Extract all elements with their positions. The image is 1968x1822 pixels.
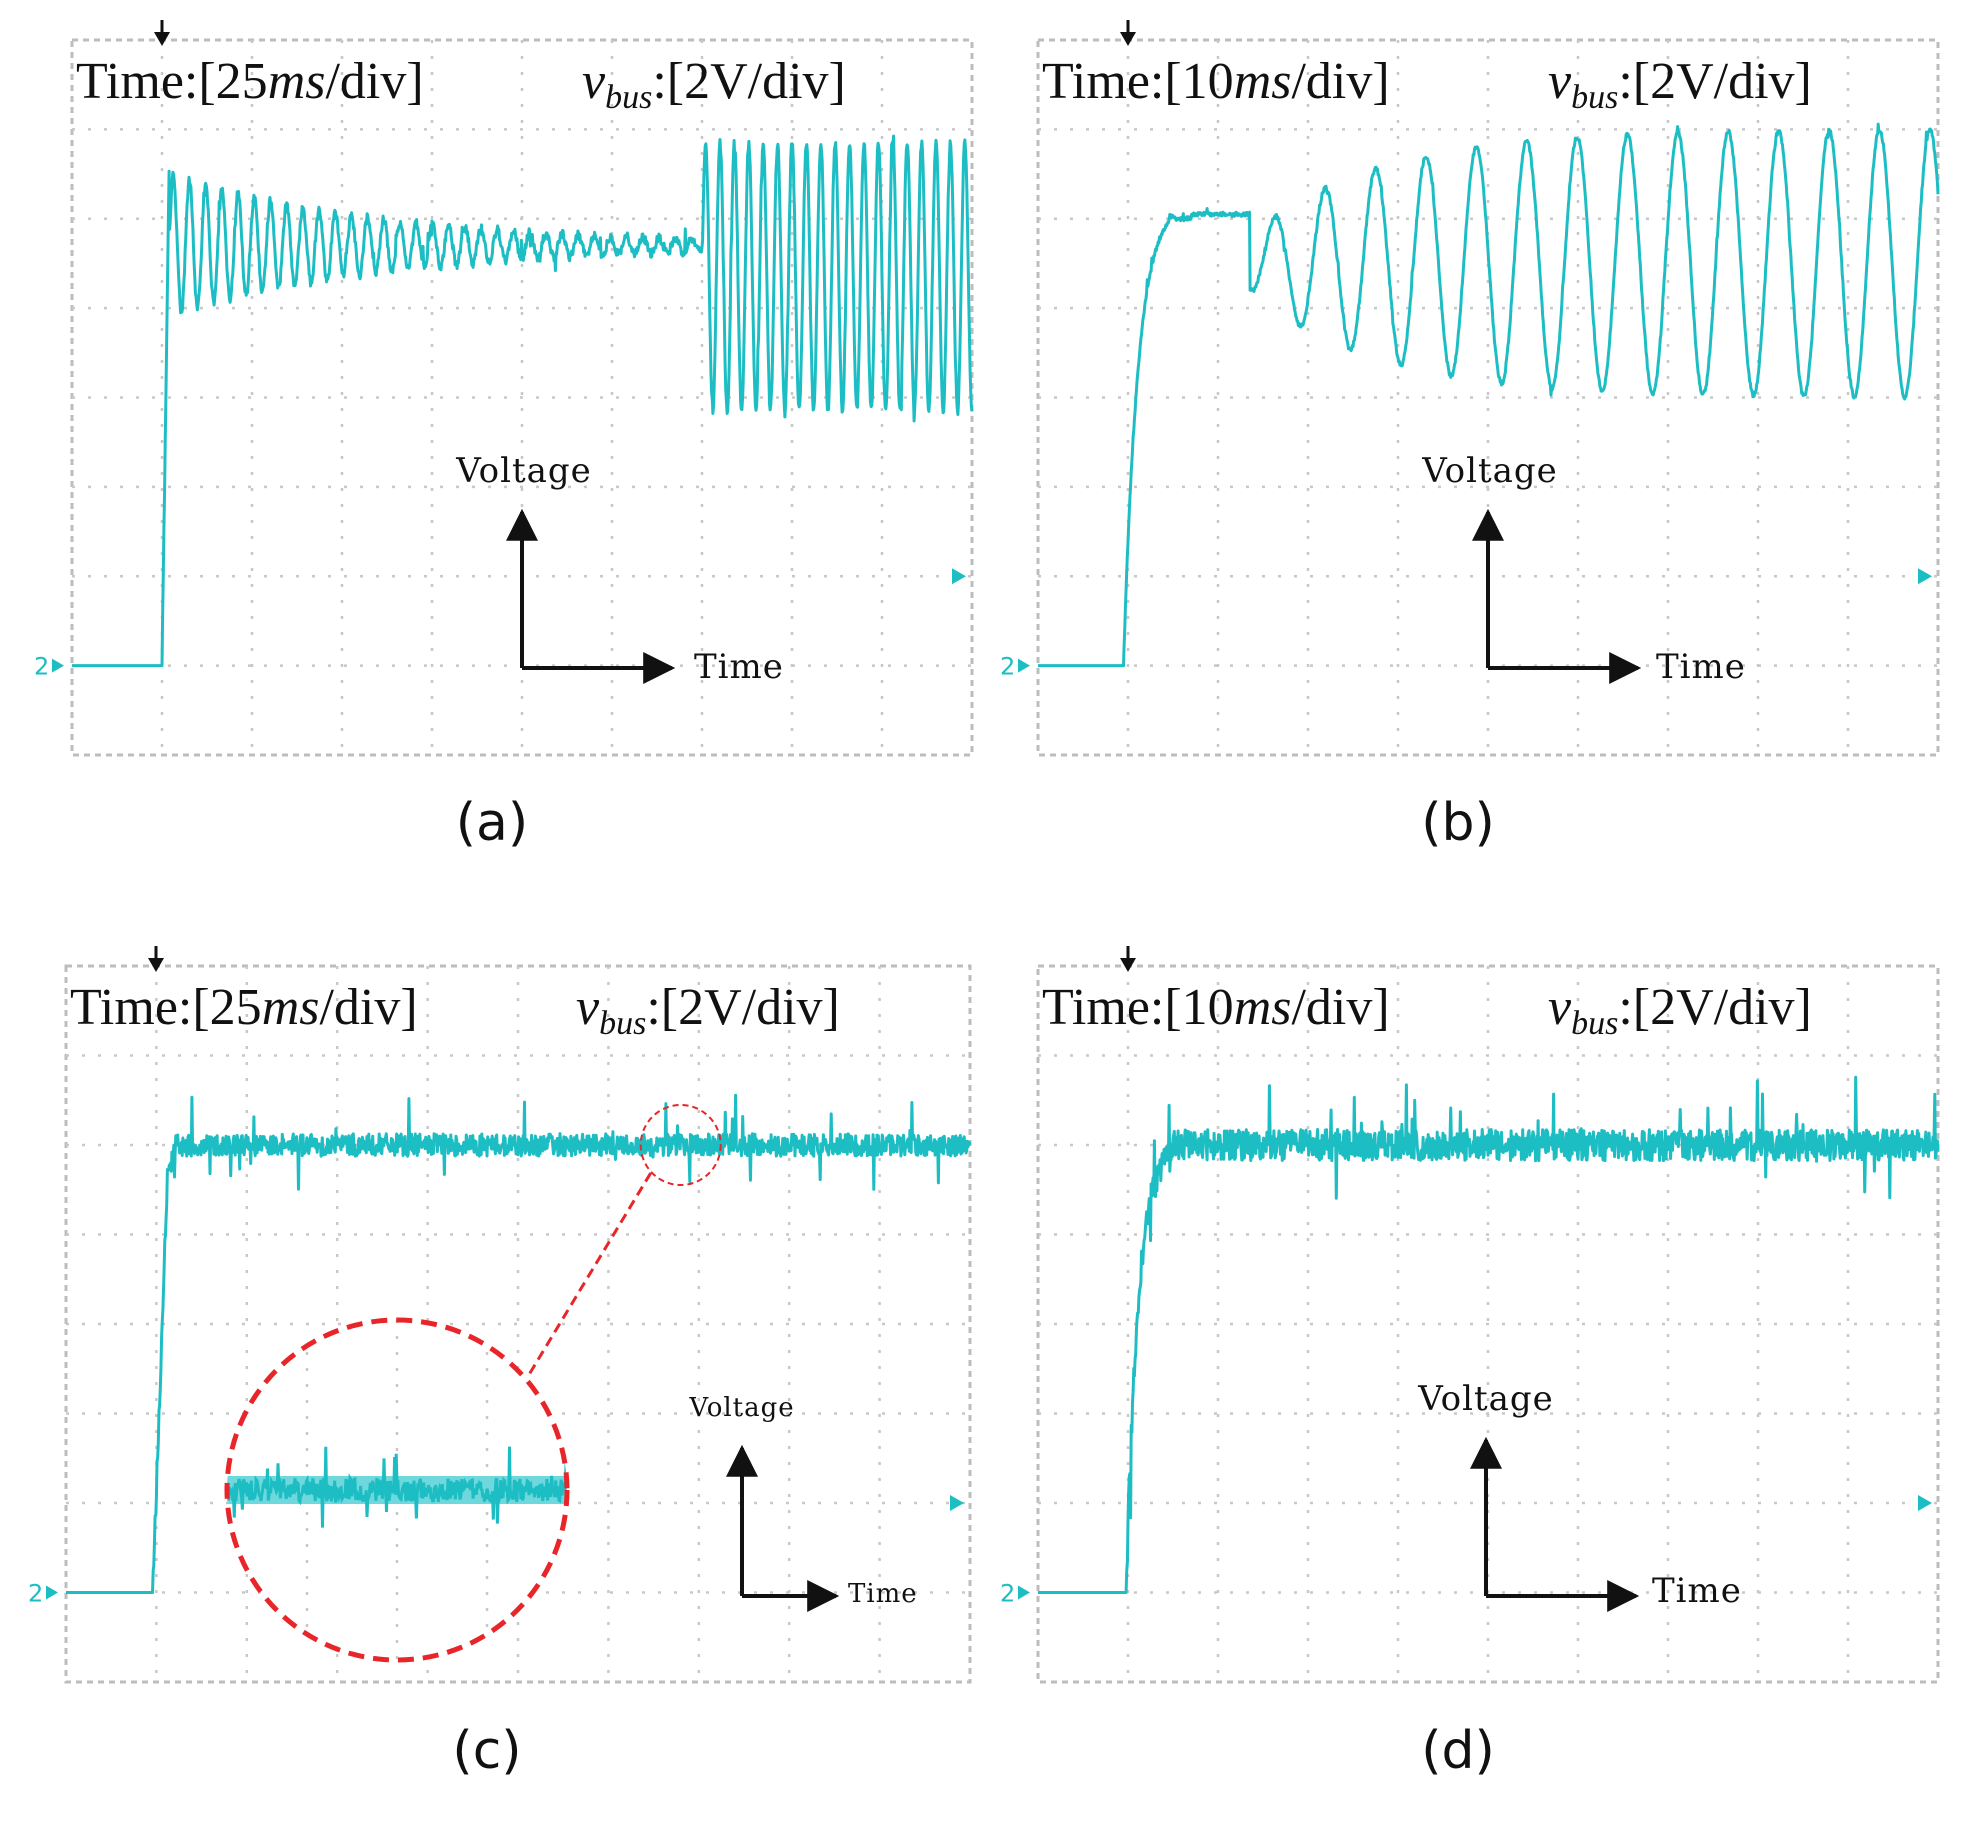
panel-a: 2 Time:[25ms/div] vbus:[2V/div] Voltage Time… bbox=[34, 20, 974, 853]
time-scale-suffix: /div] bbox=[325, 53, 423, 110]
time-axis-label: Time bbox=[1652, 1571, 1742, 1611]
vbus-scale: :[2V/div] bbox=[1618, 53, 1812, 110]
voltage-axis-label: Voltage bbox=[455, 451, 592, 491]
channel-marker-arrow bbox=[1018, 658, 1030, 673]
panel-caption: (d) bbox=[1421, 1721, 1495, 1781]
voltage-trace bbox=[1037, 1075, 1940, 1594]
level-marker bbox=[950, 1495, 964, 1511]
trigger-marker bbox=[1120, 958, 1136, 972]
scope-header: Time:[10ms/div] bbox=[1042, 53, 1390, 110]
scope-header: Time:[10ms/div] bbox=[1042, 979, 1390, 1036]
trigger-marker bbox=[1120, 32, 1136, 46]
vbus-symbol: v bbox=[1548, 979, 1572, 1036]
channel-marker: 2 bbox=[34, 653, 49, 681]
trigger-marker bbox=[154, 32, 170, 46]
vbus-symbol: v bbox=[1548, 53, 1572, 110]
time-scale-prefix: Time:[10 bbox=[1042, 979, 1234, 1036]
trigger-marker bbox=[148, 958, 164, 972]
vbus-subscript: bus bbox=[605, 79, 652, 116]
channel-marker-arrow bbox=[46, 1585, 58, 1600]
scope-header: Time:[25ms/div] bbox=[70, 979, 418, 1036]
time-axis-label: Time bbox=[1656, 647, 1746, 687]
vbus-subscript: bus bbox=[1571, 79, 1618, 116]
panel-d: 2 Time:[10ms/div] vbus:[2V/div] Voltage Time… bbox=[1000, 946, 1940, 1781]
panel-caption: (c) bbox=[452, 1721, 521, 1781]
vbus-symbol: v bbox=[576, 979, 600, 1036]
vbus-subscript: bus bbox=[1571, 1005, 1618, 1042]
voltage-trace bbox=[71, 134, 974, 668]
panel-caption: (b) bbox=[1421, 793, 1495, 853]
channel-marker: 2 bbox=[28, 1580, 43, 1608]
level-marker bbox=[1918, 1495, 1932, 1511]
scope-header: Time:[25ms/div] bbox=[76, 53, 424, 110]
voltage-axis-label: Voltage bbox=[688, 1393, 794, 1423]
voltage-axis-label: Voltage bbox=[1417, 1379, 1554, 1419]
vbus-subscript: bus bbox=[599, 1005, 646, 1042]
vbus-scale-label: vbus:[2V/div] bbox=[582, 53, 846, 116]
time-scale-suffix: /div] bbox=[1291, 979, 1389, 1036]
voltage-trace bbox=[1037, 122, 1940, 668]
panel-caption: (a) bbox=[456, 793, 528, 853]
vbus-scale-label: vbus:[2V/div] bbox=[1548, 53, 1812, 116]
time-scale-prefix: Time:[25 bbox=[70, 979, 262, 1036]
channel-marker-arrow bbox=[1018, 1585, 1030, 1600]
zoom-inset-content bbox=[227, 1320, 567, 1660]
channel-marker-arrow bbox=[52, 658, 64, 673]
time-scale-prefix: Time:[10 bbox=[1042, 53, 1234, 110]
time-scale-suffix: /div] bbox=[319, 979, 417, 1036]
vbus-symbol: v bbox=[582, 53, 606, 110]
vbus-scale-label: vbus:[2V/div] bbox=[576, 979, 840, 1042]
level-marker bbox=[1918, 568, 1932, 585]
time-scale-unit: ms bbox=[262, 979, 320, 1036]
level-marker bbox=[952, 568, 966, 585]
vbus-scale: :[2V/div] bbox=[646, 979, 840, 1036]
vbus-scale: :[2V/div] bbox=[652, 53, 846, 110]
zoom-inset-circle bbox=[224, 1317, 570, 1663]
vbus-scale: :[2V/div] bbox=[1618, 979, 1812, 1036]
time-scale-unit: ms bbox=[268, 53, 326, 110]
time-scale-prefix: Time:[25 bbox=[76, 53, 268, 110]
time-axis-label: Time bbox=[848, 1579, 918, 1609]
zoom-source-circle bbox=[639, 1104, 722, 1186]
time-scale-unit: ms bbox=[1234, 53, 1292, 110]
time-scale-suffix: /div] bbox=[1291, 53, 1389, 110]
voltage-trace bbox=[65, 1093, 972, 1594]
vbus-scale-label: vbus:[2V/div] bbox=[1548, 979, 1812, 1042]
time-axis-label: Time bbox=[694, 647, 784, 687]
zoom-trace bbox=[227, 1446, 567, 1528]
time-scale-unit: ms bbox=[1234, 979, 1292, 1036]
voltage-axis-label: Voltage bbox=[1421, 451, 1558, 491]
channel-marker: 2 bbox=[1000, 1580, 1015, 1608]
panel-c: 2 Time:[25ms/div] vbus:[2V/div] Voltage Time… bbox=[28, 946, 972, 1781]
channel-marker: 2 bbox=[1000, 653, 1015, 681]
panel-b: 2 Time:[10ms/div] vbus:[2V/div] Voltage Time… bbox=[1000, 20, 1940, 853]
zoom-connector bbox=[525, 1172, 653, 1379]
